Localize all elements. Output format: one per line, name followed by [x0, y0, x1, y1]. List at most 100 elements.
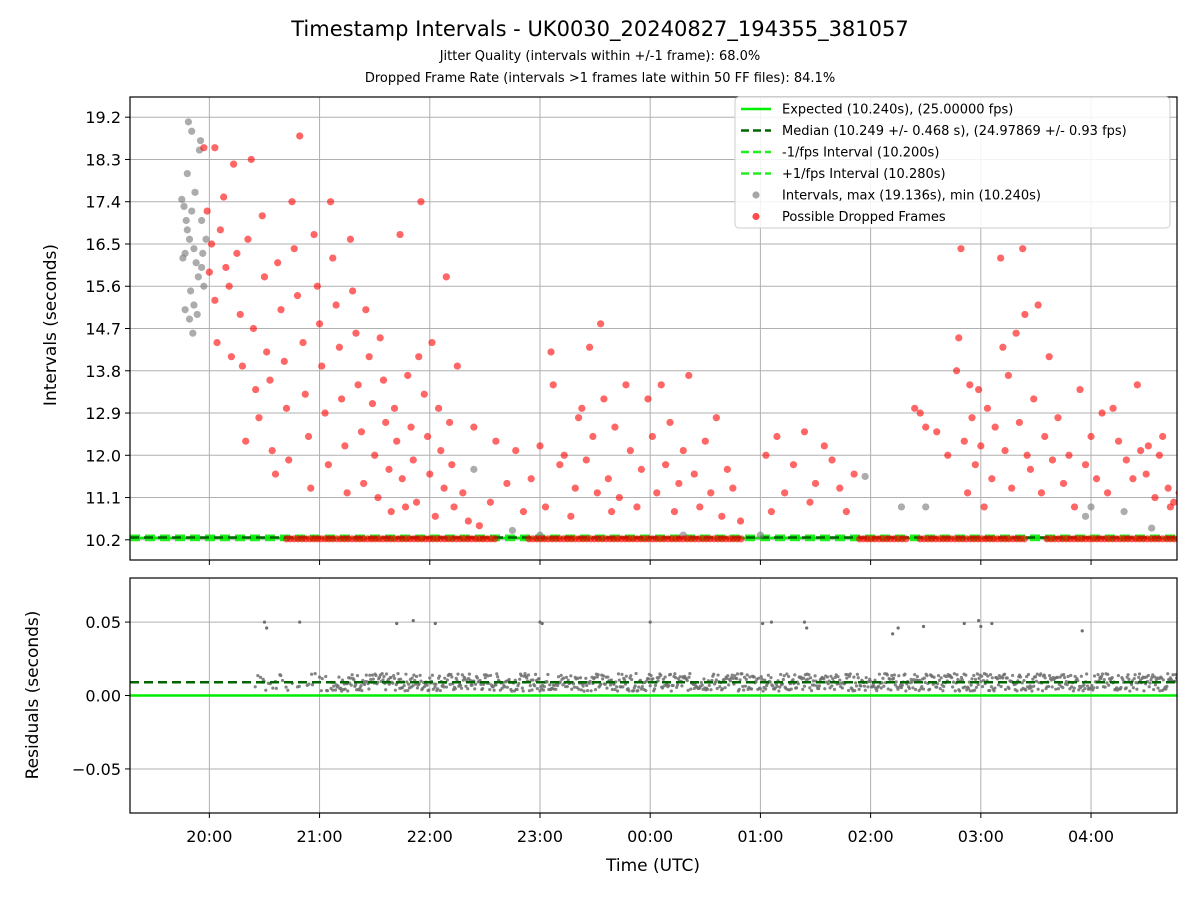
- residual-point: [464, 684, 468, 688]
- residual-point: [320, 677, 324, 681]
- residual-point: [1131, 686, 1135, 690]
- dropped-frame-point: [225, 282, 233, 290]
- residual-point: [825, 675, 830, 679]
- residual-point: [280, 678, 285, 683]
- residual-point: [935, 685, 939, 689]
- dropped-frame-point: [393, 437, 401, 445]
- dropped-frame-point: [585, 343, 594, 351]
- residual-point: [324, 674, 328, 679]
- residual-point: [569, 674, 573, 678]
- dropped-frame-point: [737, 535, 745, 543]
- dropped-frame-point: [310, 230, 318, 239]
- residuals-plot-area: [130, 618, 1177, 697]
- dropped-frame-point: [789, 461, 798, 469]
- dropped-frame-point: [396, 230, 404, 239]
- y-tick-label: 0.00: [85, 687, 121, 706]
- residual-point: [973, 688, 977, 692]
- residual-point: [680, 684, 684, 688]
- residual-point: [354, 683, 358, 687]
- residual-point: [678, 675, 682, 679]
- residual-point: [559, 673, 563, 677]
- residual-point: [450, 675, 454, 679]
- residual-point: [712, 672, 716, 676]
- residual-point: [368, 673, 372, 677]
- residual-point: [758, 687, 763, 691]
- residual-point: [425, 683, 429, 687]
- residual-point: [1152, 688, 1156, 692]
- legend-intervals-swatch: [752, 191, 760, 199]
- residual-point: [286, 688, 290, 692]
- dropped-frame-point: [966, 381, 974, 389]
- residual-point: [811, 679, 815, 683]
- residual-point: [264, 688, 268, 692]
- dropped-frame-point: [268, 446, 276, 455]
- residual-point: [332, 684, 336, 688]
- residual-point: [443, 676, 447, 680]
- residual-point: [407, 682, 411, 686]
- residual-point: [830, 684, 834, 688]
- residual-point: [333, 688, 338, 692]
- residual-point: [812, 683, 816, 687]
- dropped-frame-point: [842, 508, 850, 516]
- residual-point: [1129, 682, 1134, 687]
- dropped-frame-point: [236, 310, 244, 319]
- residual-point: [995, 677, 1000, 681]
- residual-point: [402, 683, 406, 688]
- residual-point: [1125, 675, 1129, 679]
- dropped-frame-point: [968, 414, 976, 422]
- residual-point: [279, 673, 283, 678]
- residual-point: [863, 688, 867, 692]
- residual-point: [444, 685, 449, 689]
- dropped-frame-point: [307, 484, 315, 492]
- residual-point: [579, 688, 584, 692]
- residual-point: [910, 680, 914, 684]
- residual-point: [1174, 673, 1177, 677]
- residual-point: [558, 680, 562, 684]
- dropped-frame-point: [280, 357, 288, 365]
- residual-point: [352, 678, 356, 682]
- residual-point: [1003, 687, 1008, 692]
- residual-point: [613, 687, 617, 692]
- residual-point: [880, 681, 884, 685]
- residual-point: [894, 680, 898, 684]
- x-tick-label: 23:00: [517, 827, 563, 846]
- residual-point: [752, 675, 756, 679]
- residual-point: [496, 675, 500, 679]
- residual-point: [415, 686, 420, 690]
- dropped-frame-point: [1187, 470, 1194, 477]
- residual-point: [980, 685, 985, 689]
- dropped-frame-point: [346, 235, 355, 243]
- residual-point: [384, 688, 388, 692]
- dropped-frame-point: [574, 414, 583, 422]
- residual-point: [974, 685, 979, 690]
- residual-point: [1007, 686, 1011, 691]
- residual-point: [350, 673, 354, 677]
- dropped-frame-point: [1087, 432, 1095, 441]
- residual-point: [520, 686, 524, 690]
- residual-point: [624, 674, 628, 678]
- residual-point: [833, 675, 837, 679]
- residual-point: [1047, 684, 1051, 689]
- residual-point: [364, 673, 368, 677]
- dropped-frame-point: [1137, 446, 1145, 455]
- dropped-frame-point: [417, 198, 425, 206]
- residual-point: [702, 677, 706, 681]
- dropped-frame-point: [203, 207, 211, 215]
- figure-subtitle-jitter: Jitter Quality (intervals within +/-1 fr…: [439, 49, 761, 64]
- residual-point: [1148, 681, 1152, 685]
- dropped-frame-point: [390, 404, 399, 412]
- residual-point: [840, 686, 845, 690]
- dropped-frame-point: [1174, 535, 1177, 543]
- residual-point: [1062, 676, 1067, 680]
- residual-point: [500, 686, 504, 690]
- residual-point: [1072, 686, 1076, 690]
- residual-point: [909, 677, 913, 682]
- dropped-frame-point: [426, 470, 434, 478]
- residual-point: [481, 682, 486, 687]
- dropped-frame-point: [491, 535, 499, 543]
- figure-title: Timestamp Intervals - UK0030_20240827_19…: [290, 17, 909, 42]
- residual-point: [343, 687, 347, 691]
- residual-point: [688, 672, 692, 676]
- intervals-plot-area: [130, 118, 1194, 543]
